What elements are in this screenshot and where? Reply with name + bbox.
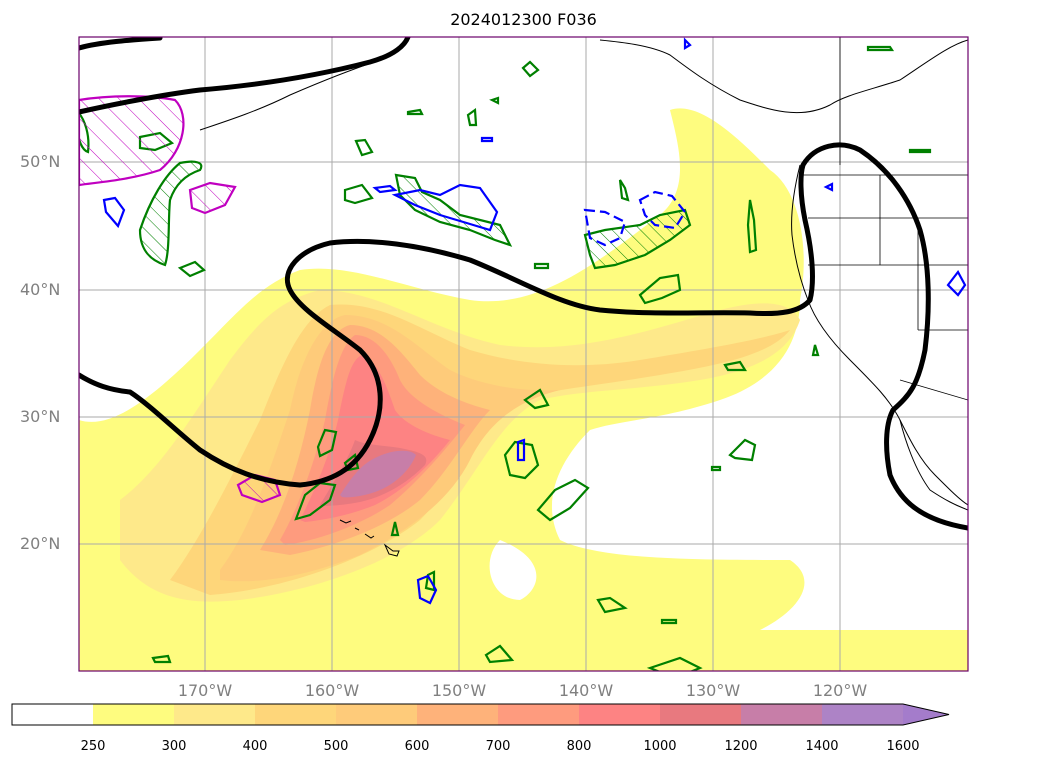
colorbar-segment [579, 704, 660, 725]
lat-label-30n: 30°N [20, 407, 61, 426]
colorbar-segment [174, 704, 255, 725]
colorbar-segment [498, 704, 579, 725]
negative-contours [102, 37, 967, 605]
lon-label-130w: 130°W [685, 681, 741, 700]
colorbar-tick: 800 [566, 739, 592, 754]
magenta-contours [79, 95, 282, 504]
colorbar-segment [93, 704, 174, 725]
colorbar-segment [822, 704, 903, 725]
colorbar-segment [255, 704, 336, 725]
coastlines [199, 39, 968, 557]
map-plot-area [79, 37, 968, 671]
colorbar-tick: 250 [80, 739, 106, 754]
colorbar-segment [660, 704, 741, 725]
colorbar-tick: 1400 [805, 739, 839, 754]
lon-label-160w: 160°W [304, 681, 360, 700]
map-frame [78, 36, 969, 672]
lat-label-20n: 20°N [20, 534, 61, 553]
colorbar-segment [336, 704, 417, 725]
state-borders [800, 37, 968, 401]
lon-label-140w: 140°W [558, 681, 614, 700]
lat-label-40n: 40°N [20, 280, 61, 299]
colorbar-tick: 700 [485, 739, 511, 754]
lat-label-50n: 50°N [20, 152, 61, 171]
map-title: 2024012300 F036 [450, 10, 597, 29]
colorbar [11, 703, 950, 726]
ivt-shading [79, 108, 968, 671]
lon-label-170w: 170°W [177, 681, 233, 700]
colorbar-tick: 500 [323, 739, 349, 754]
colorbar-tick: 300 [161, 739, 187, 754]
colorbar-tick: 1600 [886, 739, 920, 754]
colorbar-extend-arrow [903, 704, 949, 725]
colorbar-segment [741, 704, 822, 725]
lon-label-120w: 120°W [812, 681, 868, 700]
colorbar-segment [12, 704, 93, 725]
ivt-1200 [340, 450, 416, 498]
colorbar-tick: 1000 [643, 739, 677, 754]
colorbar-tick: 400 [242, 739, 268, 754]
colorbar-tick: 1200 [724, 739, 758, 754]
colorbar-outline [11, 703, 950, 726]
jet-contour [79, 37, 968, 531]
lon-label-150w: 150°W [431, 681, 487, 700]
colorbar-tick: 600 [404, 739, 430, 754]
colorbar-segment [417, 704, 498, 725]
